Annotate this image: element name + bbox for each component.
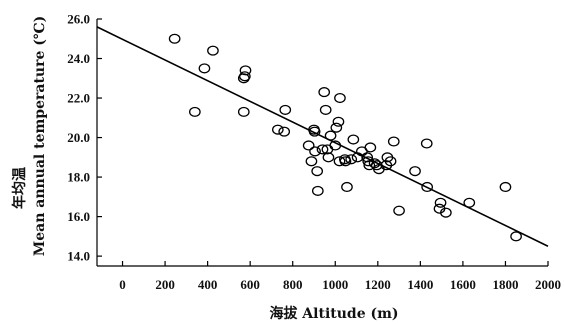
axes [96, 19, 548, 267]
x-tick-label: 800 [283, 277, 303, 292]
x-tick-label: 400 [198, 277, 218, 292]
data-point [434, 197, 447, 208]
data-point [463, 197, 476, 208]
data-point [341, 181, 353, 193]
x-tick-label: 1200 [365, 277, 391, 292]
data-point [302, 140, 315, 151]
data-point [311, 166, 324, 177]
y-tick-label: 20.0 [67, 130, 90, 145]
data-point [239, 71, 251, 82]
y-tick-label: 22.0 [67, 91, 90, 106]
trend-line [96, 26, 549, 247]
data-point [393, 205, 405, 216]
data-point [339, 156, 352, 167]
data-point [309, 146, 321, 157]
data-point [363, 160, 376, 171]
data-point [319, 104, 332, 115]
x-tick-label: 200 [155, 277, 175, 292]
data-point [237, 106, 250, 117]
y-tick-label: 24.0 [67, 51, 90, 66]
data-point [189, 106, 201, 117]
y-tick-label: 14.0 [67, 249, 90, 264]
x-tick-label: 0 [119, 277, 126, 292]
x-tick-label: 600 [240, 277, 260, 292]
data-point [332, 116, 345, 127]
data-point [278, 126, 291, 137]
data-point [329, 140, 342, 151]
data-point [207, 45, 219, 56]
data-point [499, 181, 512, 193]
data-point [198, 63, 211, 74]
data-point [387, 136, 400, 147]
data-point [420, 138, 433, 149]
data-point [168, 33, 181, 44]
ticks-layer: 14.0 16.0 18.0 20.0 22.0 24.0 26.0 0 200 400 600 80… [67, 12, 561, 293]
data-point [347, 134, 360, 145]
data-point [324, 130, 337, 141]
data-point [384, 156, 397, 167]
data-point [333, 156, 346, 167]
data-point [345, 154, 358, 165]
x-tick-label: 1000 [322, 277, 348, 292]
data-point [322, 152, 335, 163]
data-point [510, 231, 522, 242]
data-point [308, 126, 321, 137]
data-point [311, 185, 324, 196]
data-point [409, 166, 421, 177]
y-axis-title-en: Mean annual temperature (℃) [32, 16, 48, 257]
y-axis-title-cn: 年均温 [11, 167, 28, 209]
data-point [421, 181, 434, 193]
y-tick-label: 26.0 [67, 12, 90, 27]
data-point [364, 142, 377, 153]
data-point [334, 92, 346, 104]
trend-line-layer [96, 26, 549, 247]
data-points-layer [168, 33, 522, 242]
x-axis-title: 海拔 Altitude (m) [269, 305, 398, 322]
data-point [316, 144, 329, 155]
data-point [279, 104, 292, 115]
data-point [440, 207, 452, 218]
data-point [330, 122, 343, 133]
x-tick-label: 1800 [492, 277, 518, 292]
data-point [305, 156, 318, 167]
data-point [239, 65, 252, 76]
x-tick-label: 1600 [450, 277, 476, 292]
data-point [271, 124, 284, 135]
x-tick-label: 1400 [407, 277, 433, 292]
y-tick-label: 18.0 [67, 170, 90, 185]
data-point [318, 87, 331, 98]
y-tick-label: 16.0 [67, 209, 90, 224]
x-tick-label: 2000 [535, 277, 561, 292]
